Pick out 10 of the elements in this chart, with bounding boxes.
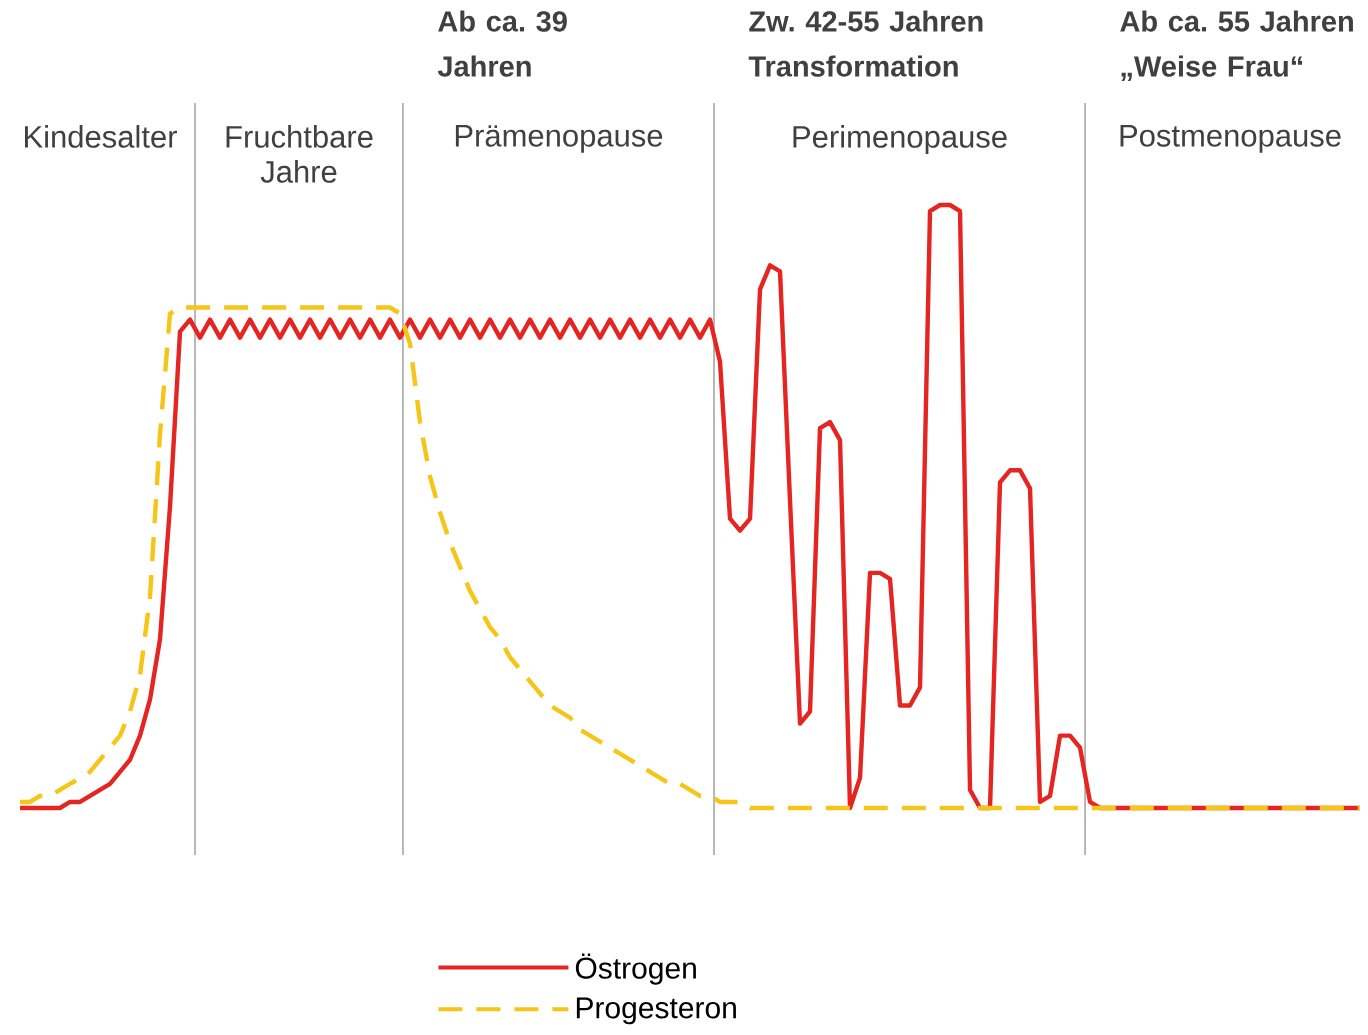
text: Perimenopause xyxy=(793,125,1007,154)
text: Prämenopause xyxy=(455,125,663,153)
text: Fruchtbare Jahre xyxy=(226,125,373,183)
text: Kindesalter xyxy=(25,125,178,148)
legend-label: Östrogen xyxy=(575,953,696,985)
legend-label: Progesteron xyxy=(576,997,736,1025)
text: Ab ca. 55 Jahren „Weise Frau“ xyxy=(1120,10,1353,81)
text: Postmenopause xyxy=(1120,125,1341,153)
text: Ab ca. 39 Jahren xyxy=(437,10,567,77)
text: Zw. 42-55 Jahren Transformation xyxy=(748,10,983,77)
